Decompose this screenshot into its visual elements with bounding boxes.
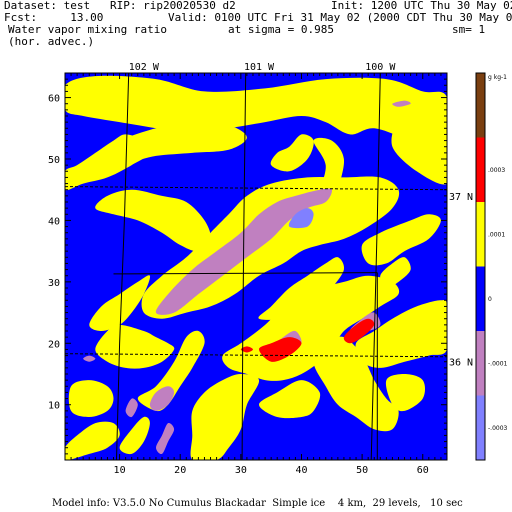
- x-tick-label: 50: [356, 465, 368, 476]
- forecast-hour-label: Fcst: 13.00: [4, 11, 104, 24]
- contour-region-yellow: [68, 380, 114, 417]
- y-tick-label: 40: [48, 216, 60, 227]
- contour-region-red: [343, 318, 375, 344]
- meridian-line: [116, 73, 130, 460]
- meridian-line: [241, 73, 247, 460]
- contour-region-yellow: [270, 134, 314, 172]
- contour-region-yellow: [95, 189, 211, 252]
- domain-box-line: [113, 272, 378, 275]
- x-tick-label: 20: [174, 465, 186, 476]
- colorbar-label: -.0003: [488, 425, 508, 432]
- colorbar-swatch: [476, 73, 485, 138]
- sigma-level-label: at sigma = 0.985: [228, 23, 334, 36]
- advection-label: (hor. advec.): [8, 35, 95, 48]
- parallel-line: [65, 353, 447, 358]
- contour-region-yellow: [101, 121, 247, 163]
- colorbar-swatch: [476, 137, 485, 202]
- model-info-footer: Model info: V3.5.0 No Cumulus Blackadar …: [52, 498, 463, 509]
- contour-region-yellow: [95, 324, 175, 369]
- colorbar-swatch: [476, 202, 485, 267]
- contour-region-red: [259, 337, 302, 362]
- colorbar: g kg-1 .0003 .0001 0 -.0001 -.0003: [475, 72, 508, 461]
- contour-region-yellow: [385, 374, 426, 412]
- y-tick-label: 20: [48, 339, 60, 350]
- contour-region-purple: [392, 100, 411, 107]
- colorbar-swatch: [476, 331, 485, 396]
- colorbar-frame: [475, 72, 486, 461]
- contour-region-purple: [149, 386, 175, 411]
- colorbar-label: -.0001: [488, 360, 508, 367]
- latitude-label: 36 N: [449, 358, 473, 369]
- meridian-line: [370, 73, 381, 460]
- x-tick-label: 40: [295, 465, 307, 476]
- colorbar-label: .0003: [488, 167, 505, 174]
- contour-region-yellow: [343, 102, 369, 123]
- contour-region-yellow: [190, 374, 260, 460]
- longitude-label: 101 W: [244, 62, 275, 73]
- y-tick-label: 30: [48, 278, 60, 289]
- colorbar-label: .0001: [488, 231, 505, 238]
- dataset-label: Dataset: test RIP: rip20020530 d2: [4, 0, 236, 12]
- longitude-label: 102 W: [129, 62, 160, 73]
- x-tick-label: 60: [417, 465, 429, 476]
- field-name-label: Water vapor mixing ratio: [8, 23, 167, 36]
- latitude-label: 37 N: [449, 192, 473, 203]
- contour-region-lightblue: [288, 208, 314, 229]
- contour-region-yellow: [65, 421, 120, 460]
- init-time-label: Init: 1200 UTC Thu 30 May 02: [331, 0, 512, 12]
- contour-region-purple: [125, 398, 138, 418]
- plot-frame: [64, 72, 448, 461]
- contour-regions: [65, 73, 447, 460]
- colorbar-swatch: [476, 395, 485, 460]
- colorbar-label: g kg-1: [488, 74, 507, 81]
- contour-region-yellow: [137, 330, 205, 412]
- colorbar-swatch: [476, 266, 485, 331]
- x-tick-label: 30: [235, 465, 247, 476]
- longitude-label: 100 W: [365, 62, 396, 73]
- y-tick-label: 50: [48, 155, 60, 166]
- colorbar-label: 0: [488, 296, 492, 303]
- y-tick-label: 10: [48, 401, 60, 412]
- y-tick-label: 60: [48, 94, 60, 105]
- x-tick-label: 10: [114, 465, 126, 476]
- contour-region-red: [240, 346, 253, 353]
- contour-region-yellow: [391, 121, 447, 185]
- contour-region-purple: [156, 422, 175, 455]
- contour-region-yellow: [65, 75, 447, 155]
- smoothing-label: sm= 1: [452, 23, 486, 36]
- plot-axes: 10 20 30 40 50 60 10 20 30 40 50 60 102 W 101 W 100 W 3…: [48, 62, 473, 476]
- contour-region-yellow: [361, 214, 441, 266]
- contour-region-yellow: [119, 416, 150, 455]
- contour-region-purple: [83, 355, 96, 362]
- valid-time-label: Valid: 0100 UTC Fri 31 May 02 (2000 CDT …: [168, 11, 512, 24]
- parallel-line: [65, 186, 447, 191]
- contour-region-yellow: [355, 300, 447, 368]
- contour-region-yellow: [89, 275, 151, 331]
- map-grid-lines: [65, 73, 447, 460]
- contour-region-yellow: [259, 380, 321, 419]
